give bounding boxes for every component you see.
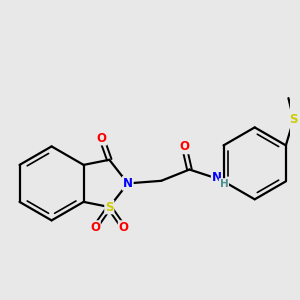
Text: O: O xyxy=(97,132,106,145)
Text: N: N xyxy=(123,177,133,190)
Text: O: O xyxy=(90,221,100,234)
Text: S: S xyxy=(289,113,298,126)
Text: H: H xyxy=(220,179,228,189)
Text: O: O xyxy=(119,221,129,234)
Text: N: N xyxy=(212,171,222,184)
Text: S: S xyxy=(105,200,114,214)
Text: O: O xyxy=(179,140,189,153)
